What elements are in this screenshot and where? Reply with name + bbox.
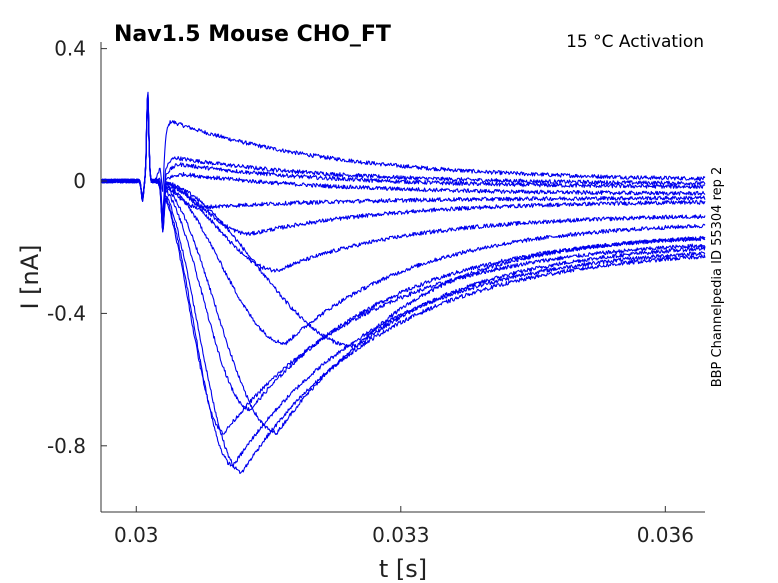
x-tick-label: 0.03 — [114, 523, 159, 547]
current-trace-10 — [100, 93, 706, 412]
y-tick-label: 0.4 — [54, 37, 86, 61]
x-tick-label: 0.036 — [637, 523, 694, 547]
current-trace-1 — [100, 103, 706, 199]
current-trace-14 — [100, 96, 706, 474]
y-tick-label: 0 — [73, 169, 86, 193]
current-trace-7 — [100, 100, 706, 273]
channelpedia-id-note: BBP Channelpedia ID 55304 rep 2 — [710, 167, 725, 388]
x-tick-label: 0.033 — [372, 523, 429, 547]
y-axis-label: I [nA] — [16, 244, 44, 309]
current-trace-11 — [100, 101, 706, 435]
x-axis-label: t [s] — [379, 555, 427, 583]
chart-subtitle: 15 °C Activation — [566, 32, 704, 52]
current-trace-2 — [100, 101, 706, 216]
trace-group — [100, 91, 706, 474]
current-trace-13 — [100, 96, 706, 468]
current-trace-8 — [100, 96, 706, 346]
x-tick-group: 0.03 0.033 0.036 — [114, 506, 694, 547]
y-tick-group: 0.4 0 -0.4 -0.8 — [47, 37, 107, 458]
current-trace-12 — [100, 101, 706, 435]
current-trace-3 — [100, 98, 706, 220]
current-trace-5 — [100, 91, 706, 231]
current-trace-4 — [100, 93, 706, 224]
y-tick-label: -0.8 — [47, 434, 86, 458]
current-trace-6 — [100, 101, 706, 236]
chart-title: Nav1.5 Mouse CHO_FT — [114, 22, 391, 47]
y-tick-label: -0.4 — [47, 301, 86, 325]
